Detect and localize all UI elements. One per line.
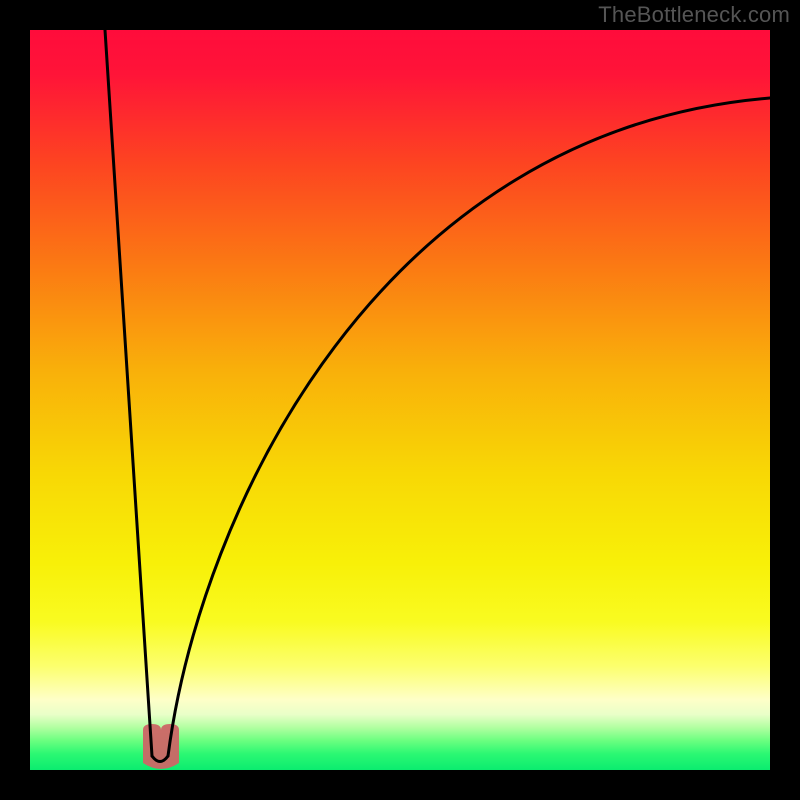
watermark-text: TheBottleneck.com <box>598 2 790 28</box>
chart-svg <box>0 0 800 800</box>
gradient-background <box>30 30 770 770</box>
chart-container: TheBottleneck.com <box>0 0 800 800</box>
